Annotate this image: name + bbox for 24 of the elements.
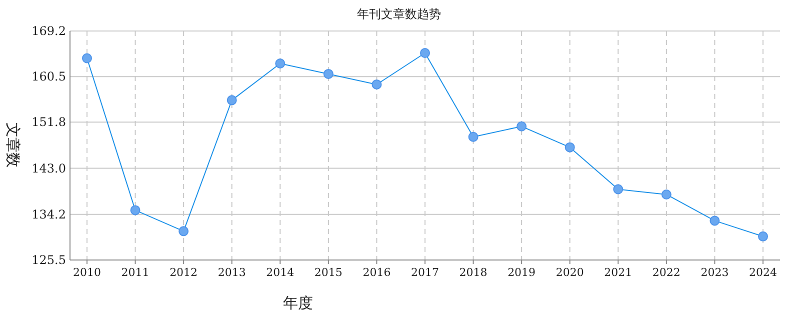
- chart-title: 年刊文章数趋势: [357, 7, 441, 21]
- y-tick-label: 160.5: [32, 70, 66, 84]
- y-tick-label: 169.2: [32, 24, 66, 38]
- x-tick-label: 2022: [652, 266, 680, 279]
- x-tick-label: 2015: [314, 266, 342, 279]
- y-tick-label: 125.5: [32, 253, 66, 267]
- x-tick-label: 2014: [266, 266, 294, 279]
- y-axis-title: 文章数: [4, 122, 22, 168]
- x-tick-label: 2018: [459, 266, 488, 279]
- x-tick-label: 2017: [411, 266, 439, 279]
- x-tick-label: 2021: [604, 266, 632, 279]
- x-tick-label: 2011: [121, 266, 150, 279]
- x-tick-label: 2023: [700, 266, 729, 279]
- x-axis-title: 年度: [283, 294, 313, 312]
- x-tick-label: 2019: [508, 266, 536, 279]
- x-tick-label: 2024: [749, 266, 777, 279]
- y-tick-label: 143.0: [32, 161, 66, 176]
- y-tick-label: 151.8: [32, 115, 66, 130]
- x-tick-label: 2020: [556, 266, 584, 279]
- x-tick-label: 2016: [362, 266, 391, 279]
- x-tick-label: 2010: [73, 266, 101, 279]
- x-tick-label: 2012: [170, 266, 198, 279]
- y-tick-label: 134.2: [32, 207, 66, 222]
- x-tick-label: 2013: [218, 266, 246, 279]
